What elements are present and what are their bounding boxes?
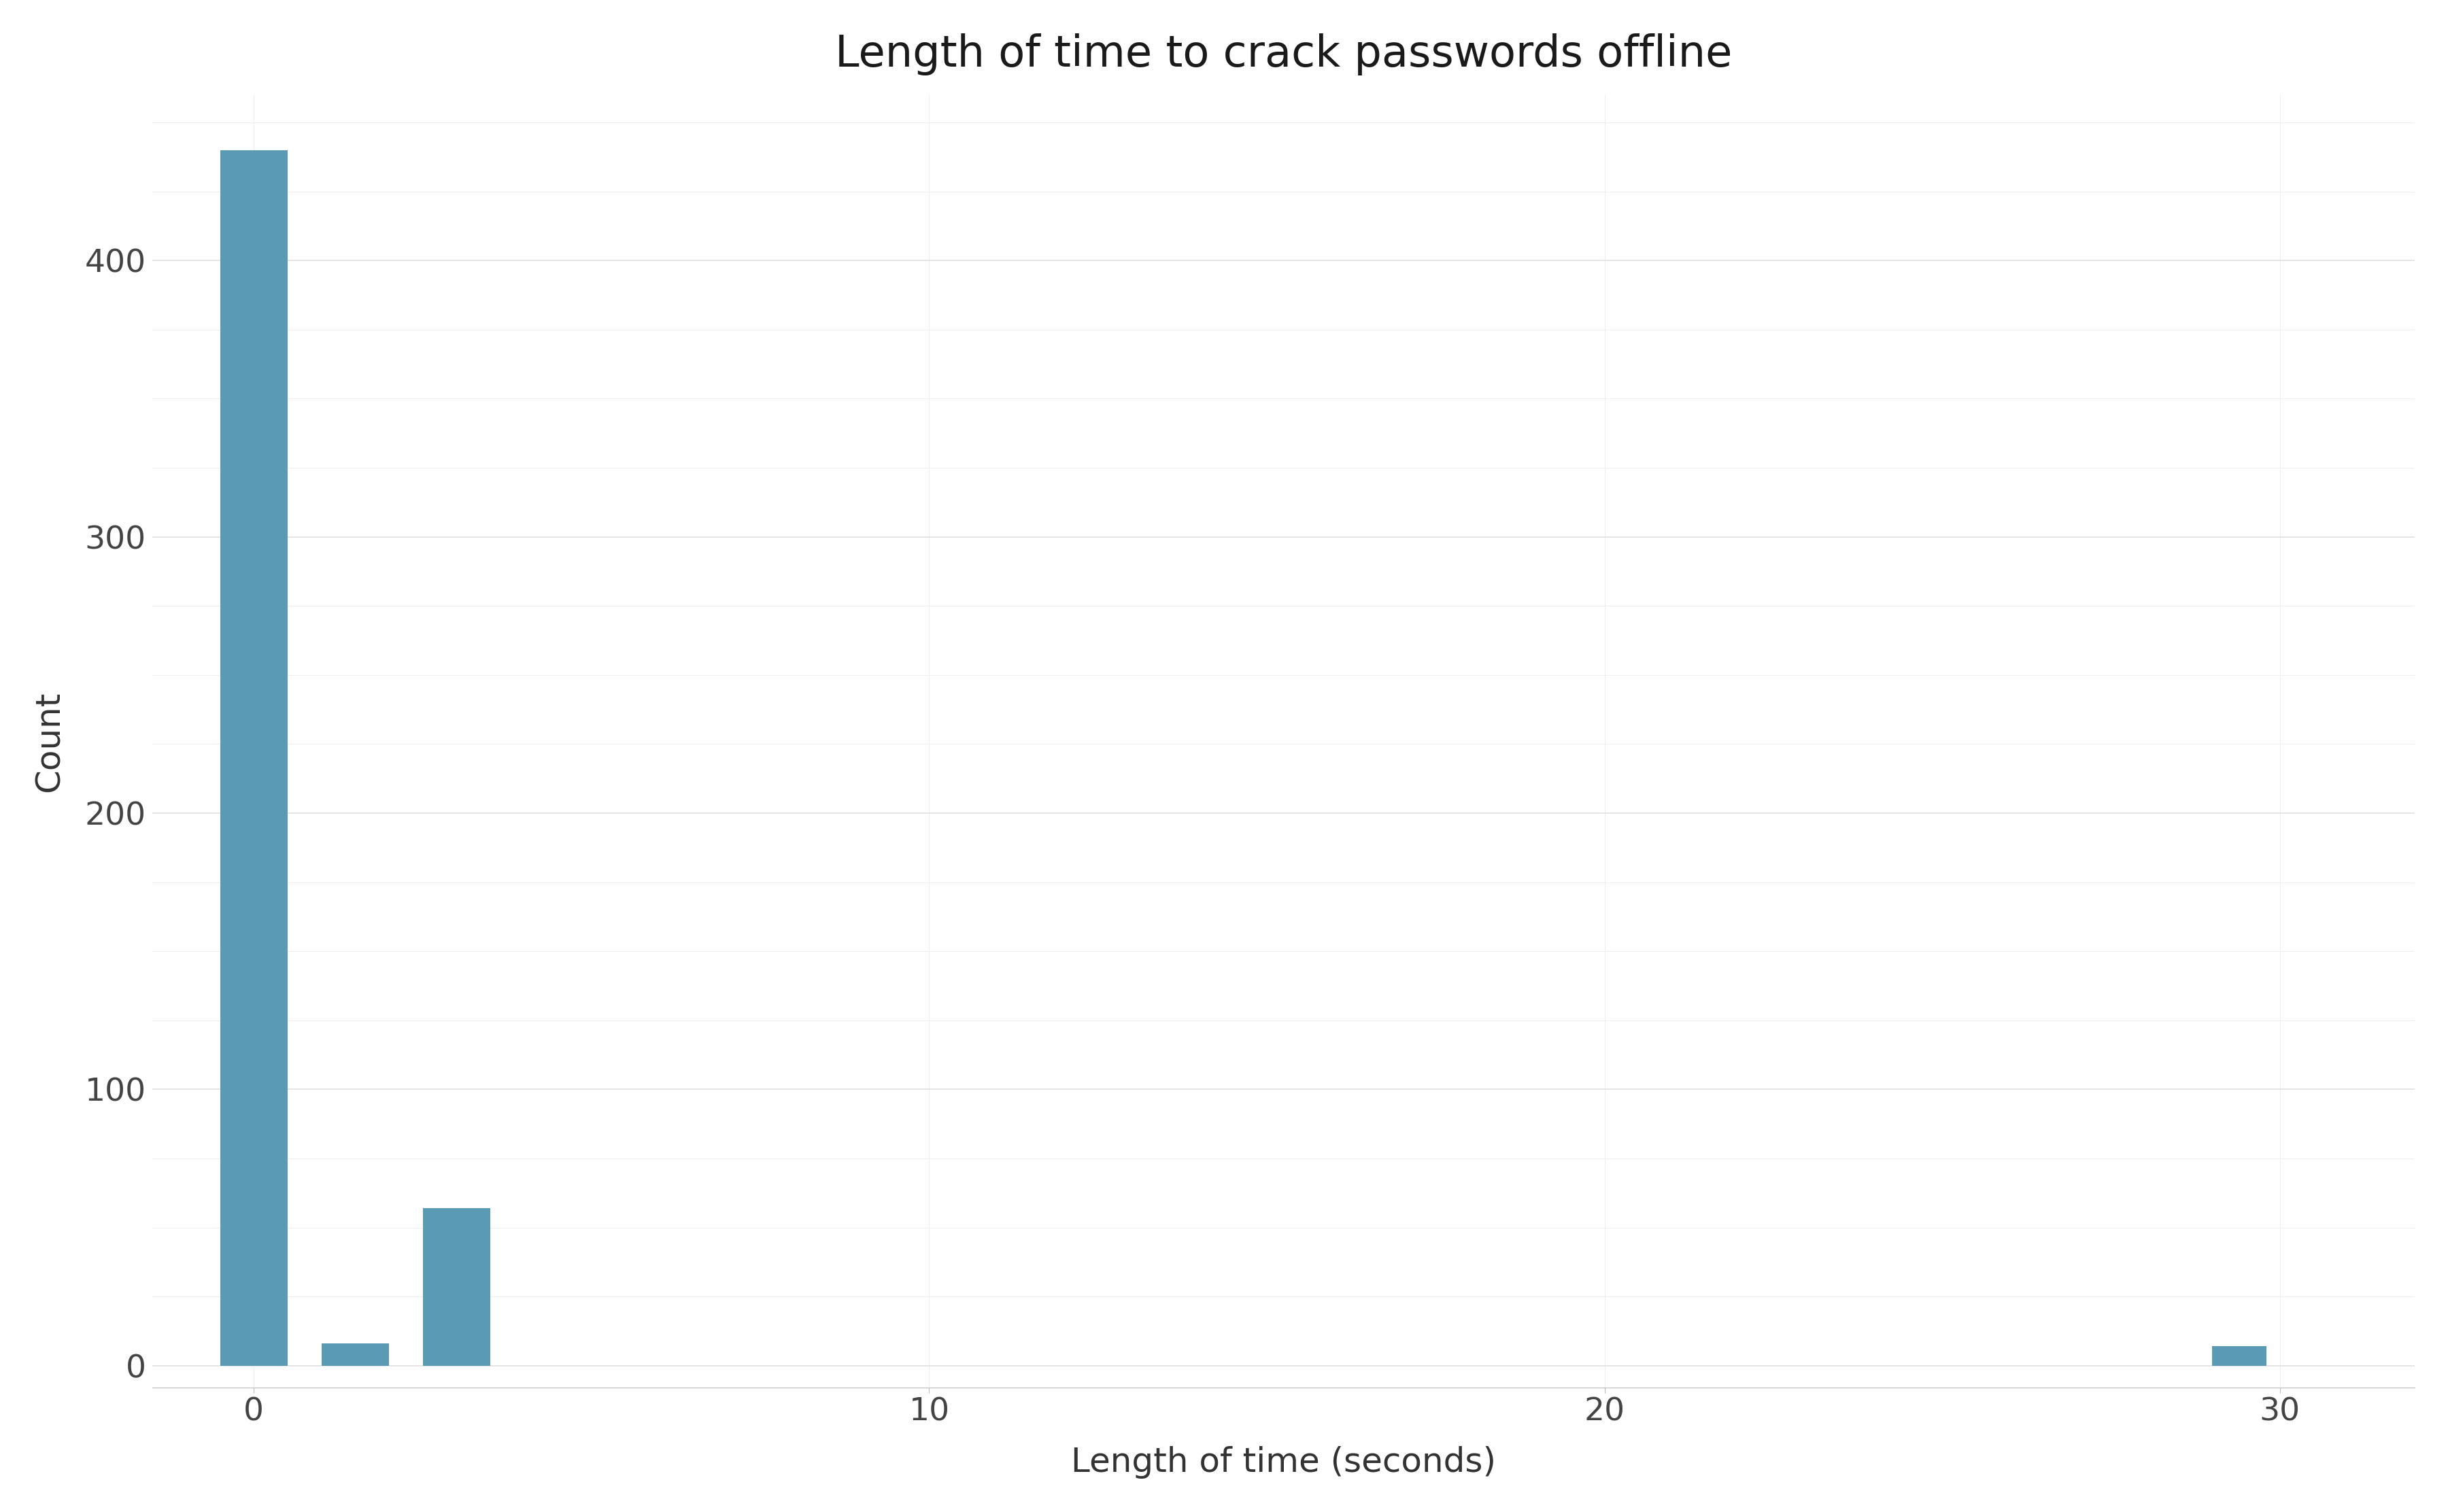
Title: Length of time to crack passwords offline: Length of time to crack passwords offlin…	[835, 33, 1733, 76]
X-axis label: Length of time (seconds): Length of time (seconds)	[1072, 1447, 1496, 1479]
Bar	[220, 150, 286, 1365]
Y-axis label: Count: Count	[34, 691, 66, 792]
Bar	[424, 1208, 490, 1365]
Bar	[321, 1344, 389, 1365]
Bar	[2213, 1346, 2267, 1365]
